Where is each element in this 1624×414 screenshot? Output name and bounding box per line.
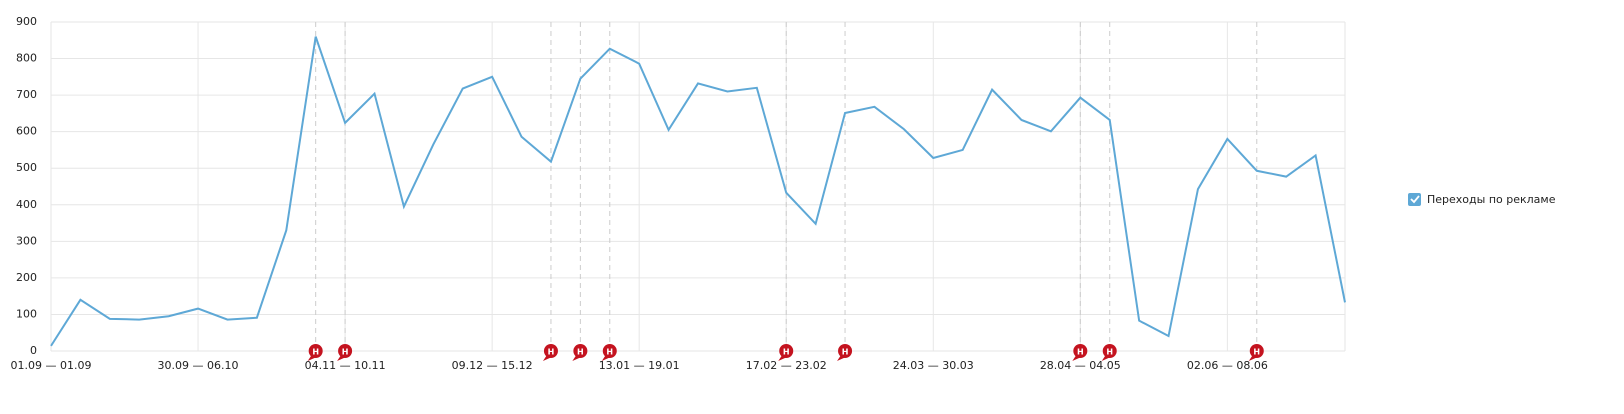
x-tick-label: 30.09 — 06.10 bbox=[158, 359, 239, 372]
x-tick-label: 01.09 — 01.09 bbox=[11, 359, 92, 372]
event-marker[interactable]: Н bbox=[1248, 344, 1264, 361]
x-tick-label: 02.06 — 08.06 bbox=[1187, 359, 1268, 372]
y-tick-label: 800 bbox=[16, 52, 37, 65]
x-tick-label: 24.03 — 30.03 bbox=[893, 359, 974, 372]
event-marker-label: Н bbox=[1077, 348, 1084, 357]
x-tick-label: 17.02 — 23.02 bbox=[746, 359, 827, 372]
event-marker-label: Н bbox=[1106, 348, 1113, 357]
y-tick-label: 0 bbox=[30, 344, 37, 357]
y-tick-label: 100 bbox=[16, 307, 37, 320]
event-marker-label: Н bbox=[312, 348, 319, 357]
event-marker-label: Н bbox=[783, 348, 790, 357]
event-marker[interactable]: Н bbox=[1101, 344, 1117, 361]
event-marker-dot bbox=[308, 344, 323, 358]
x-tick-label: 13.01 — 19.01 bbox=[599, 359, 680, 372]
event-marker-dot bbox=[779, 344, 794, 358]
event-marker-dot bbox=[1249, 344, 1264, 358]
event-marker-dot bbox=[573, 344, 588, 358]
x-tick-label: 09.12 — 15.12 bbox=[452, 359, 533, 372]
y-tick-label: 400 bbox=[16, 198, 37, 211]
event-marker[interactable]: Н bbox=[307, 344, 323, 361]
y-tick-label: 900 bbox=[16, 15, 37, 28]
event-marker[interactable]: Н bbox=[572, 344, 588, 361]
event-marker[interactable]: Н bbox=[778, 344, 794, 361]
y-tick-label: 500 bbox=[16, 161, 37, 174]
event-marker-dot bbox=[1102, 344, 1117, 358]
x-tick-label: 28.04 — 04.05 bbox=[1040, 359, 1121, 372]
legend-label: Переходы по рекламе bbox=[1427, 193, 1556, 206]
event-marker-label: Н bbox=[577, 348, 584, 357]
event-marker[interactable]: Н bbox=[337, 344, 353, 361]
event-marker-dot bbox=[338, 344, 353, 358]
event-marker-label: Н bbox=[1253, 348, 1260, 357]
event-marker-label: Н bbox=[842, 348, 849, 357]
legend-check bbox=[1410, 195, 1420, 204]
x-tick-label: 04.11 — 10.11 bbox=[305, 359, 386, 372]
y-tick-label: 700 bbox=[16, 88, 37, 101]
y-tick-label: 600 bbox=[16, 125, 37, 138]
y-tick-label: 300 bbox=[16, 234, 37, 247]
event-marker-label: Н bbox=[606, 348, 613, 357]
legend-checkbox bbox=[1408, 193, 1421, 206]
event-marker[interactable]: Н bbox=[837, 344, 853, 361]
legend-item[interactable]: Переходы по рекламе bbox=[1408, 193, 1556, 206]
event-marker-label: Н bbox=[342, 348, 349, 357]
event-marker-label: Н bbox=[548, 348, 555, 357]
event-marker[interactable]: Н bbox=[542, 344, 558, 361]
event-marker-dot bbox=[543, 344, 558, 358]
event-marker[interactable]: Н bbox=[601, 344, 617, 361]
y-tick-label: 200 bbox=[16, 271, 37, 284]
event-marker-dot bbox=[602, 344, 617, 358]
event-marker-dot bbox=[1073, 344, 1088, 358]
event-marker-dot bbox=[838, 344, 853, 358]
series-line bbox=[50, 36, 1346, 347]
event-marker[interactable]: Н bbox=[1072, 344, 1088, 361]
